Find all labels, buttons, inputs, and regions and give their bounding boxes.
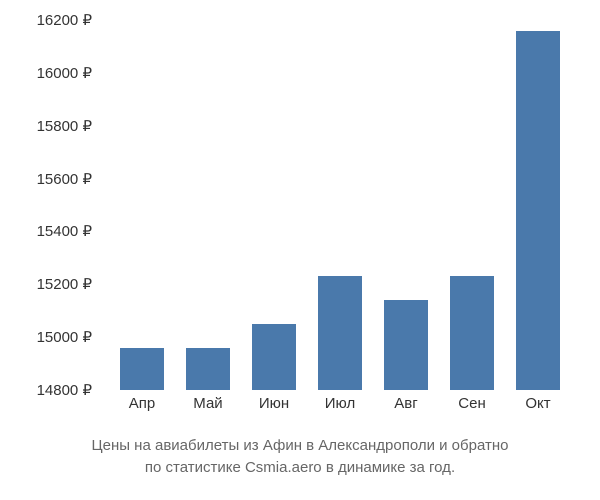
bar xyxy=(516,31,561,390)
bar-slot xyxy=(307,20,373,390)
x-axis: АпрМайИюнИюлАвгСенОкт xyxy=(105,395,575,412)
bar-slot xyxy=(109,20,175,390)
bar xyxy=(120,348,165,390)
y-tick-label: 15400 ₽ xyxy=(37,222,92,240)
caption-line-1: Цены на авиабилеты из Афин в Александроп… xyxy=(92,437,509,454)
plot-area xyxy=(105,20,575,390)
y-tick-label: 15200 ₽ xyxy=(37,275,92,293)
x-tick-label: Июл xyxy=(307,395,373,412)
bar xyxy=(450,276,495,390)
price-chart: 14800 ₽ 15000 ₽ 15200 ₽ 15400 ₽ 15600 ₽ 15800… xyxy=(0,0,600,500)
x-tick-label: Июн xyxy=(241,395,307,412)
chart-caption: Цены на авиабилеты из Афин в Александроп… xyxy=(20,435,580,479)
y-tick-label: 15600 ₽ xyxy=(37,170,92,188)
bar xyxy=(186,348,231,390)
bar xyxy=(252,324,297,390)
caption-line-2: по статистике Csmia.aero в динамике за г… xyxy=(145,459,455,476)
y-axis: 14800 ₽15000 ₽15200 ₽15400 ₽15600 ₽15800… xyxy=(0,20,100,390)
bar xyxy=(384,300,429,390)
y-tick-label: 15800 ₽ xyxy=(37,117,92,135)
bar xyxy=(318,276,363,390)
bar-slot xyxy=(241,20,307,390)
y-tick-label: 15000 ₽ xyxy=(37,328,92,346)
y-tick-label: 16200 ₽ xyxy=(37,11,92,29)
bars-group xyxy=(105,20,575,390)
bar-slot xyxy=(439,20,505,390)
bar-slot xyxy=(505,20,571,390)
y-tick-label: 16000 ₽ xyxy=(37,64,92,82)
y-tick-label: 14800 ₽ xyxy=(37,381,92,399)
x-tick-label: Май xyxy=(175,395,241,412)
x-tick-label: Авг xyxy=(373,395,439,412)
bar-slot xyxy=(175,20,241,390)
x-tick-label: Сен xyxy=(439,395,505,412)
x-tick-label: Окт xyxy=(505,395,571,412)
x-tick-label: Апр xyxy=(109,395,175,412)
bar-slot xyxy=(373,20,439,390)
